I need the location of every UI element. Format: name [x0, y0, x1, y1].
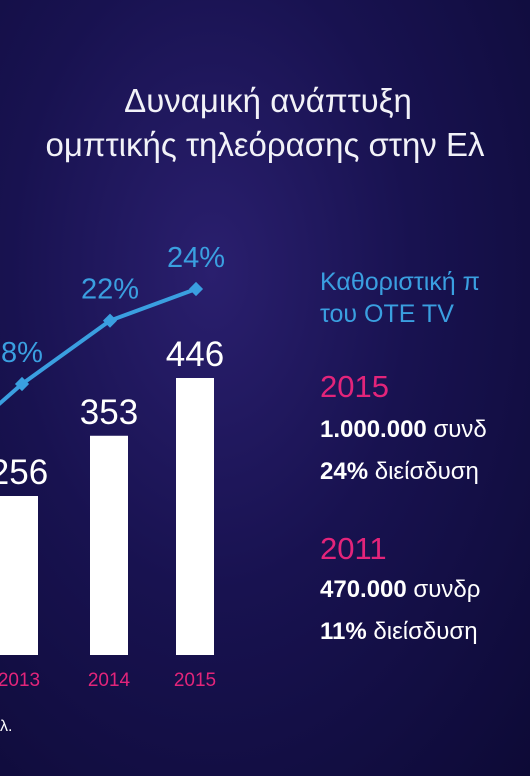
chart-title-line-2: ομπτικής τηλεόρασης στην Ελ [45, 126, 485, 163]
subscribers-2015: 1.000.000 συνδ [320, 416, 487, 444]
bar-value-label-2015: 446 [166, 335, 224, 374]
penetration-2011-value: 11% [320, 618, 367, 645]
penetration-2015-text: διείσδυση [368, 458, 479, 485]
penetration-marker-2014 [102, 313, 118, 328]
penetration-marker-2015 [188, 281, 204, 297]
year-2011-heading: 2011 [320, 531, 387, 566]
penetration-2015: 24% διείσδυση [320, 458, 479, 486]
x-tick-2013: 2013 [0, 670, 40, 691]
subscribers-2011-value: 470.000 [320, 576, 407, 603]
bar-2014 [90, 435, 128, 655]
footnote: λ. [0, 718, 13, 735]
penetration-label-2014: 22% [81, 274, 139, 306]
subscribers-2011-text: συνδρ [406, 576, 481, 603]
penetration-label-2015: 24% [167, 242, 225, 274]
year-2015-heading: 2015 [320, 369, 389, 404]
penetration-2011-text: διείσδυση [366, 618, 478, 645]
bar-2013 [0, 496, 38, 655]
x-tick-2015: 2015 [174, 670, 216, 691]
side-heading-line-2: του OTE TV [320, 300, 454, 328]
subscribers-2015-value: 1.000.000 [320, 416, 427, 443]
bar-value-label-2013: 256 [0, 453, 48, 492]
subscribers-2011: 470.000 συνδρ [320, 576, 480, 604]
penetration-line [0, 287, 197, 406]
penetration-label-2013: 8% [1, 337, 43, 369]
penetration-2015-value: 24% [320, 458, 369, 485]
x-tick-2014: 2014 [88, 670, 131, 691]
bar-2015 [176, 378, 214, 655]
side-heading-line-1: Καθοριστική π [320, 268, 480, 296]
bar-value-label-2014: 353 [80, 393, 138, 432]
penetration-2011: 11% διείσδυση [320, 618, 478, 646]
penetration-marker-2013 [14, 376, 30, 392]
subscribers-2015-text: συνδ [426, 416, 487, 443]
chart-title-line-1: Δυναμική ανάπτυξη [124, 82, 412, 119]
